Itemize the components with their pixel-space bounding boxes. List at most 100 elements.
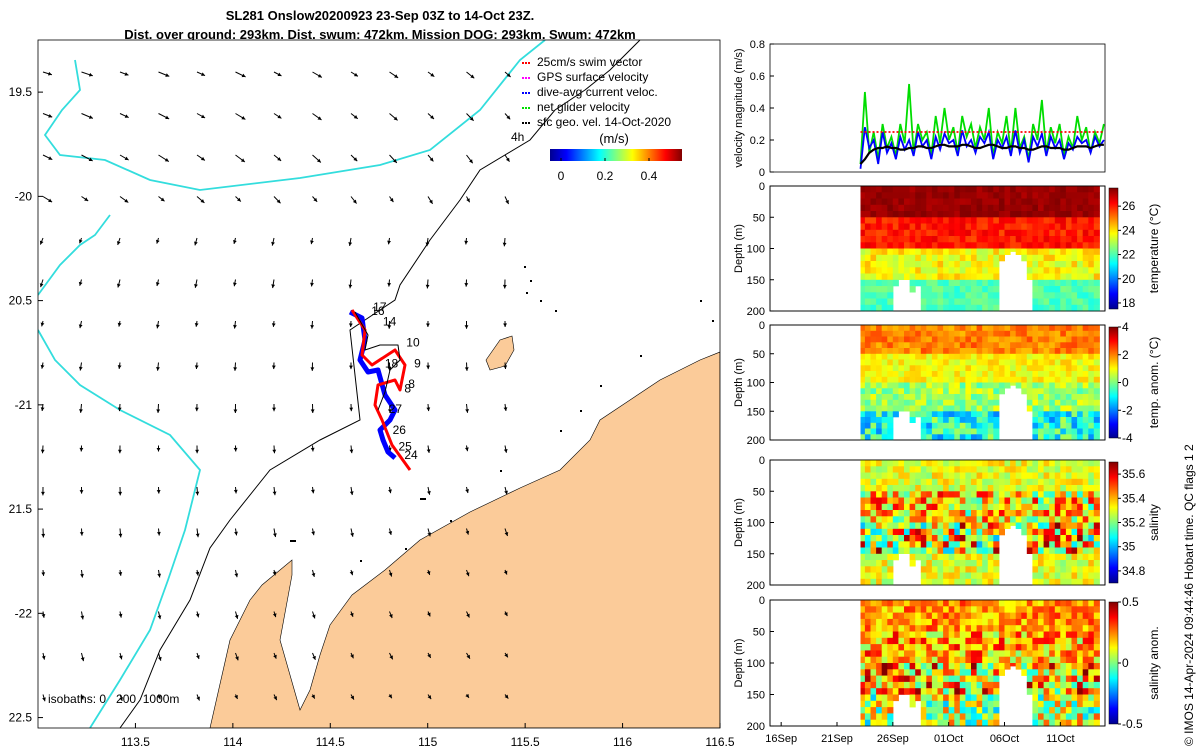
- section-cell: [965, 353, 972, 360]
- section-cell: [915, 382, 922, 389]
- section-cell: [1093, 625, 1100, 632]
- section-cell: [926, 267, 933, 274]
- section-cell: [931, 566, 938, 573]
- section-cell: [1082, 267, 1089, 274]
- section-cell: [898, 399, 905, 406]
- section-cell: [881, 681, 888, 689]
- velocity-arrow-head: [504, 612, 508, 617]
- section-cell: [976, 242, 983, 249]
- section-cell: [1077, 211, 1084, 218]
- section-cell: [876, 560, 883, 567]
- section-cell: [1015, 510, 1022, 517]
- section-cell: [926, 707, 933, 714]
- velocity-arrow-head: [429, 157, 434, 162]
- section-cell: [931, 204, 938, 212]
- section-cell: [909, 330, 916, 337]
- section-cell: [1032, 688, 1039, 695]
- section-cell: [1065, 273, 1072, 280]
- section-cell: [1021, 663, 1028, 670]
- section-cell: [920, 411, 927, 418]
- section-cell: [1071, 325, 1078, 331]
- section-cell: [937, 267, 944, 274]
- section-cell: [1021, 192, 1028, 199]
- section-cell: [948, 600, 955, 607]
- section-cell: [971, 503, 978, 511]
- section-cell: [1021, 460, 1028, 467]
- section-cell: [909, 248, 916, 255]
- section-cell: [870, 631, 877, 639]
- section-cell: [876, 211, 883, 218]
- section-cell: [954, 223, 961, 230]
- section-cell: [982, 478, 989, 486]
- section-cell: [920, 522, 927, 529]
- section-cell: [998, 663, 1005, 670]
- velocity-arrow-head: [40, 407, 45, 412]
- section-cell: [1049, 631, 1056, 639]
- section-cell: [1077, 553, 1084, 561]
- section-cell: [948, 242, 955, 249]
- section-cell: [1088, 434, 1095, 441]
- section-cell: [937, 719, 944, 727]
- section-cell: [993, 399, 1000, 406]
- section-cell: [1049, 298, 1056, 305]
- section-cell: [864, 394, 871, 400]
- section-cell: [959, 528, 966, 536]
- section-cell: [909, 359, 916, 366]
- section-cell: [870, 700, 877, 708]
- section-cell: [1088, 688, 1095, 695]
- section-cell: [1082, 578, 1089, 586]
- section-cell: [993, 229, 1000, 237]
- section-cell: [937, 528, 944, 536]
- section-cell: [976, 675, 983, 683]
- section-cell: [904, 405, 911, 412]
- section-cell: [1021, 478, 1028, 486]
- section-cell: [915, 388, 922, 395]
- section-cell: [959, 211, 966, 218]
- section-cell: [915, 365, 922, 372]
- section-cell: [860, 211, 866, 218]
- section-cell: [870, 267, 877, 274]
- section-cell: [1060, 688, 1067, 695]
- section-cell: [887, 273, 894, 280]
- section-cell: [864, 719, 871, 727]
- section-cell: [1004, 217, 1011, 224]
- section-cell: [1032, 485, 1039, 492]
- section-cell: [892, 466, 899, 473]
- section-cell: [937, 198, 944, 205]
- section-cell: [954, 612, 961, 620]
- section-cell: [1082, 198, 1089, 205]
- section-cell: [1088, 606, 1095, 613]
- section-cell: [931, 719, 938, 727]
- section-cell: [1065, 434, 1072, 441]
- section-cell: [1065, 460, 1072, 467]
- section-cell: [993, 267, 1000, 274]
- section-cell: [965, 198, 972, 205]
- section-cell: [887, 198, 894, 205]
- section-cell: [1010, 217, 1017, 224]
- velocity-arrow-head: [155, 282, 160, 287]
- colorbar-tick-label: 24: [1122, 223, 1136, 237]
- section-cell: [959, 198, 966, 205]
- section-cell: [1093, 411, 1100, 418]
- section-cell: [948, 618, 955, 626]
- section-cell: [1004, 612, 1011, 620]
- section-cell: [965, 359, 972, 366]
- velocity-arrow-head: [271, 323, 276, 327]
- section-cell: [864, 491, 871, 498]
- section-cell: [1065, 497, 1072, 504]
- velocity-arrow-head: [117, 322, 122, 327]
- section-cell: [860, 336, 866, 343]
- section-cell: [959, 503, 966, 511]
- section-cell: [998, 371, 1005, 377]
- section-cell: [1049, 204, 1056, 212]
- section-cell: [982, 325, 989, 331]
- section-cell: [954, 694, 961, 702]
- section-cell: [1065, 399, 1072, 406]
- section-cell: [920, 478, 927, 486]
- section-cell: [1065, 491, 1072, 498]
- section-cell: [898, 353, 905, 360]
- velocity-arrow-head: [41, 572, 46, 576]
- section-cell: [1004, 650, 1011, 657]
- section-colorbar-label: salinity: [1147, 504, 1161, 541]
- section-cell: [1043, 348, 1050, 354]
